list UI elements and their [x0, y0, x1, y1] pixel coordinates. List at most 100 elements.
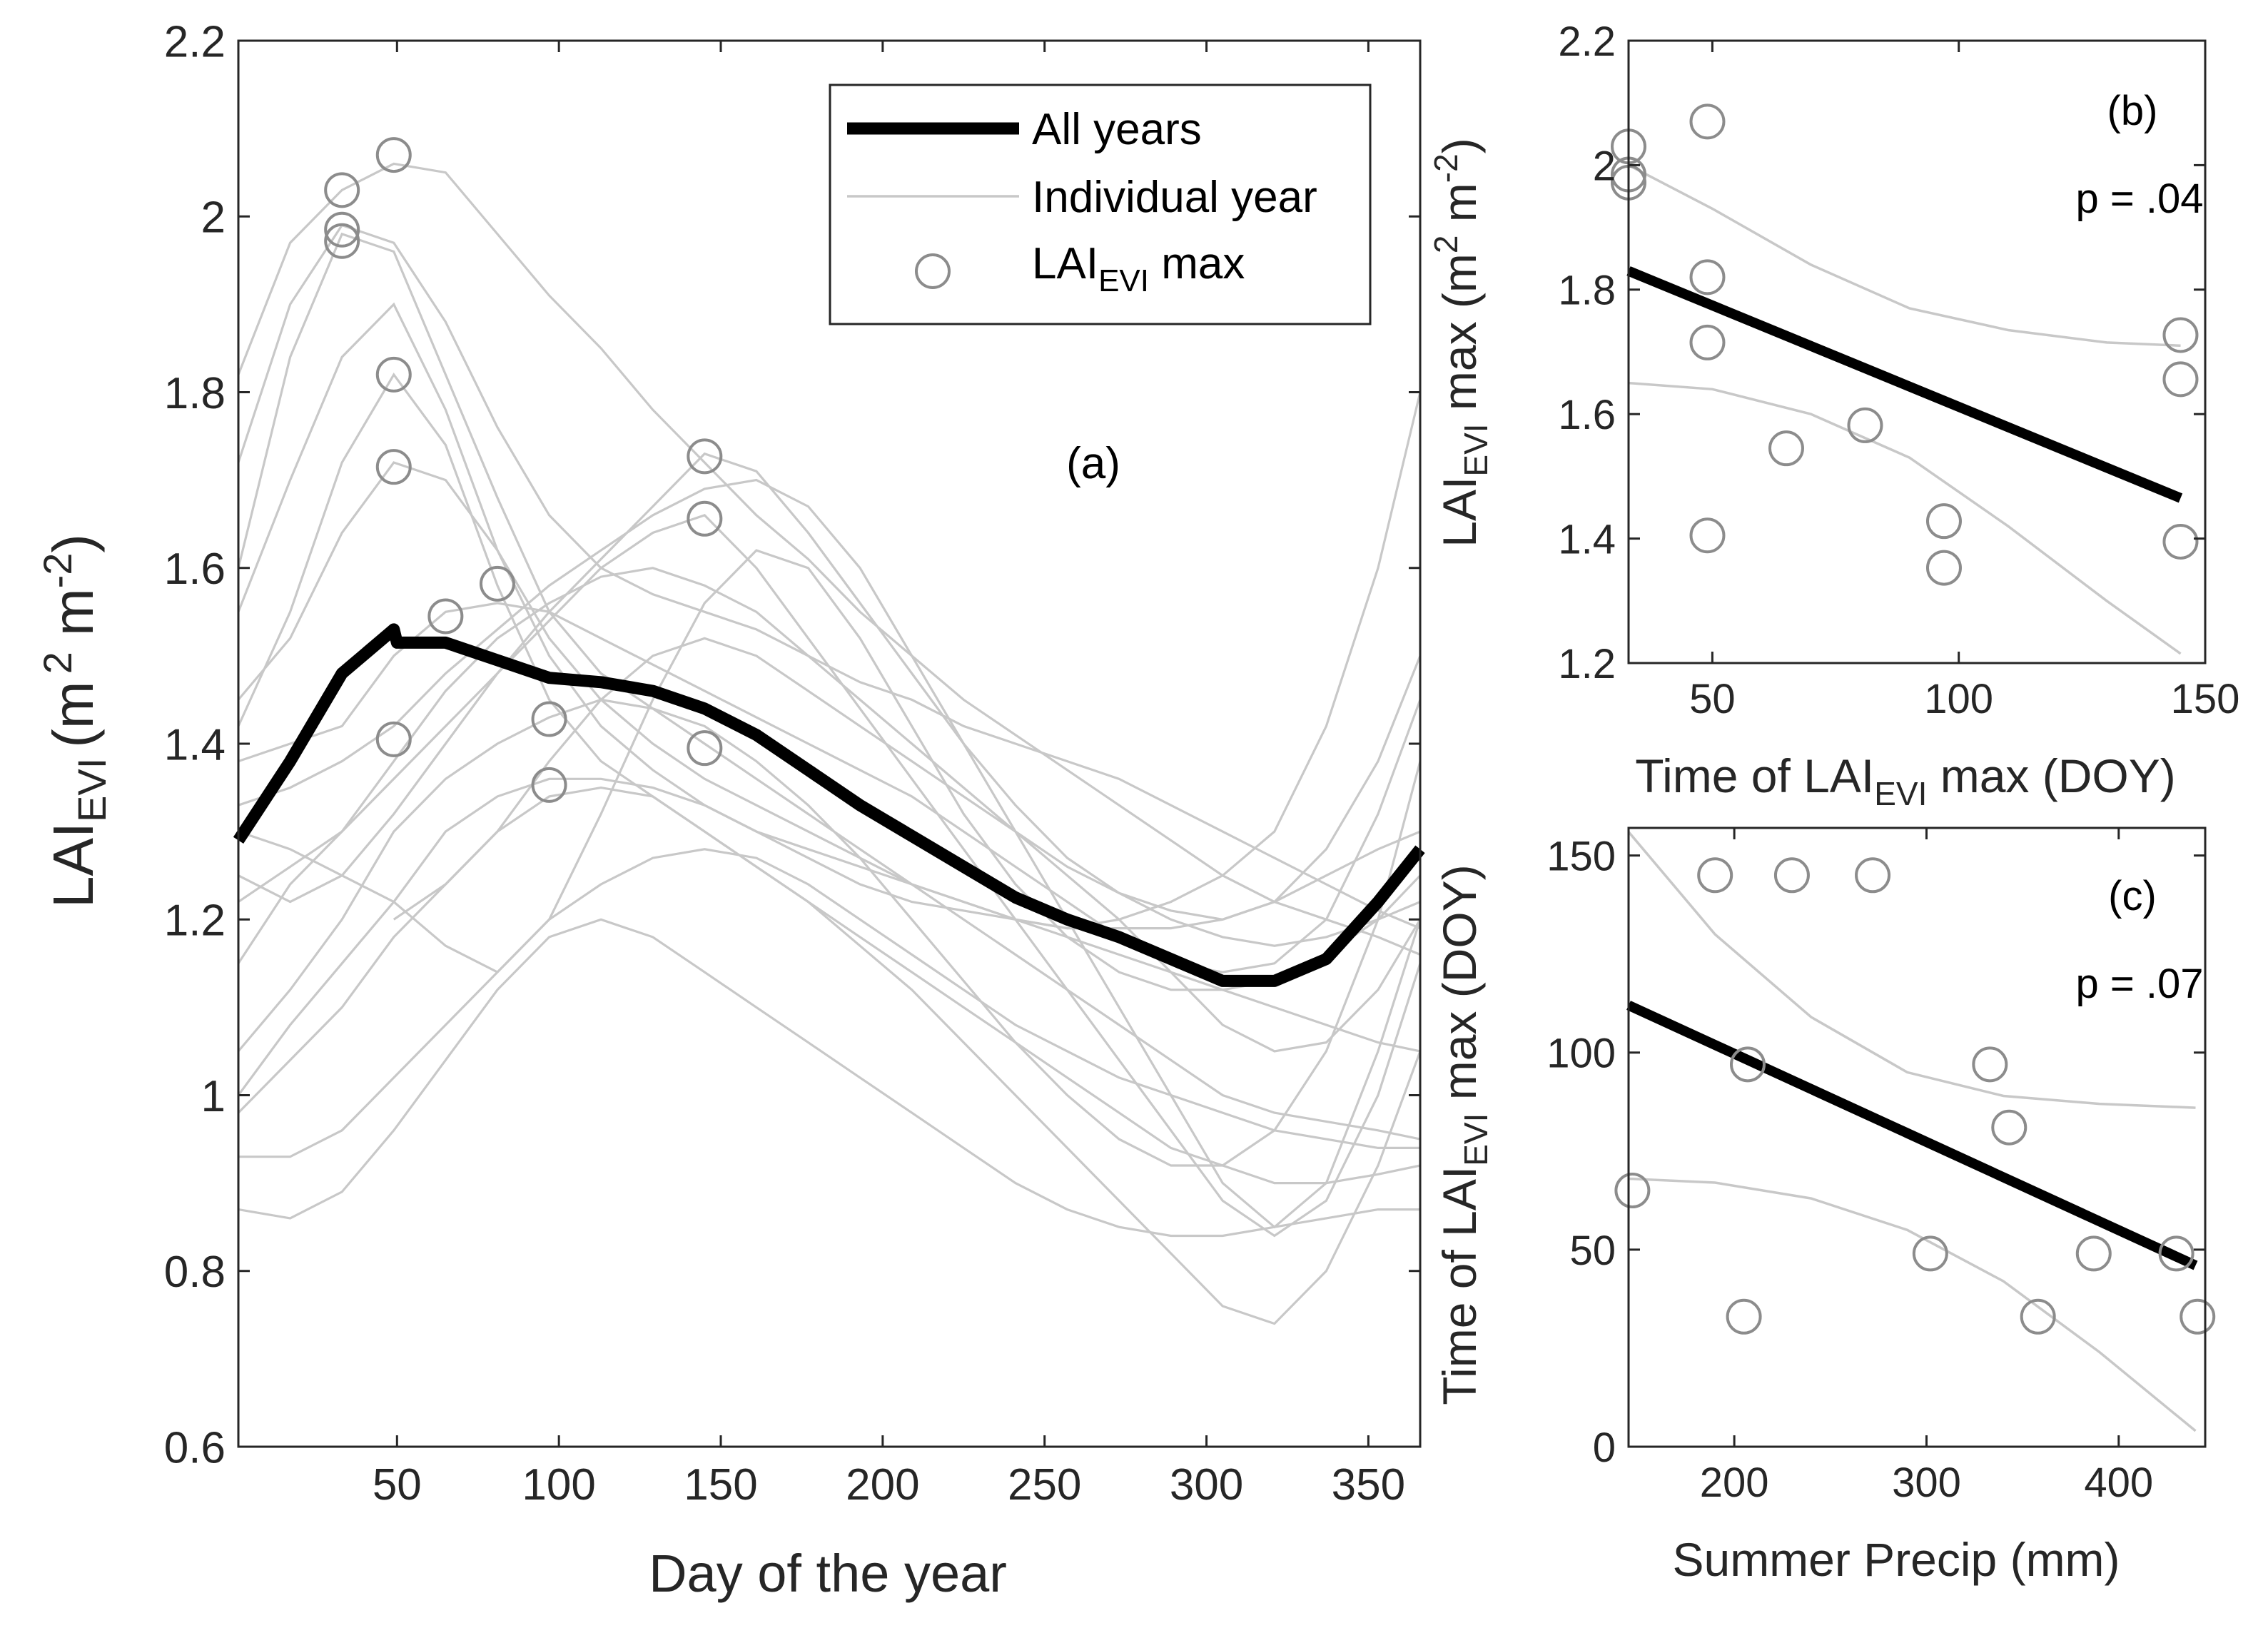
lai-max-marker [375, 721, 412, 757]
lai-max-marker [324, 223, 360, 259]
individual-year-line [237, 786, 1422, 1325]
panel-a-ylabel-unit: (m [41, 681, 105, 747]
panel-b-point [1925, 550, 1962, 586]
panel-b-point [2162, 523, 2199, 560]
panel-c-point [2158, 1235, 2194, 1272]
lai-max-marker [531, 701, 567, 737]
panel-b-ytick-label: 1.4 [1558, 516, 1616, 562]
individual-year-line [237, 162, 1421, 956]
individual-year-line [238, 478, 1422, 1229]
lai-max-marker [687, 730, 723, 767]
panel-b-ylabel-sub: EVI [1457, 423, 1494, 476]
panel-c-point [1912, 1235, 1948, 1272]
panel-c-axes-frame [1627, 826, 2207, 1448]
panel-b-point [1689, 517, 1726, 554]
panel-b-point [1689, 259, 1726, 295]
panel-b: 50 100 150 1.2 1.4 1.6 1.8 2 2.2 (b) p = .04 Tim… [1427, 19, 2239, 812]
panel-b-ci-lower [1628, 381, 2182, 655]
panel-b-ylabel-tail: max (m [1433, 253, 1486, 423]
panel-b-y-axis-label: LAIEVI max (m2 m-2) [1427, 138, 1494, 547]
lai-max-marker [375, 137, 412, 173]
panel-c-point [1773, 857, 1810, 894]
panel-c-ci-upper [1627, 831, 2196, 1109]
panel-c-ylabel-tail: max (DOY) [1433, 864, 1486, 1113]
lai-max-marker [427, 598, 464, 634]
panel-b-ytick-label: 1.6 [1558, 392, 1616, 438]
legend-individual-year-label: Individual year [1032, 173, 1317, 222]
panel-c: 200 300 400 0 50 100 150 (c) p = .07 Summer Pr… [1433, 826, 2216, 1586]
panel-c-point [1729, 1046, 1766, 1083]
panel-c-xtick-label: 300 [1892, 1460, 1961, 1506]
panel-b-ylabel-unit2: m [1433, 183, 1486, 235]
panel-c-fit-line [1626, 1001, 2198, 1270]
panel-a-y-axis-label: LAIEVI (m 2 m-2) [35, 534, 114, 908]
panel-b-point [1768, 430, 1804, 467]
panel-a-xtick-label: 100 [522, 1460, 595, 1510]
panel-a-xtick-label: 150 [684, 1460, 757, 1510]
panel-b-x-axis-label: Time of LAIEVI max (DOY) [1635, 749, 2176, 812]
legend-max-label: LAIEVI max [1032, 239, 1245, 298]
panel-a-xtick-label: 50 [373, 1460, 422, 1510]
panel-c-x-axis-label: Summer Precip (mm) [1672, 1533, 2120, 1586]
panel-c-ytick-label: 150 [1546, 834, 1616, 880]
individual-year-line [238, 549, 1422, 991]
panel-b-ticks: 50 100 150 1.2 1.4 1.6 1.8 2 2.2 [1558, 19, 2239, 722]
lai-max-marker [375, 449, 412, 485]
panel-a-ticks: 50 100 150 200 250 300 350 0.6 0.8 1 1.2 1.4 1.6 1.8 2… [164, 17, 1420, 1510]
panel-a-xtick-label: 300 [1170, 1460, 1243, 1510]
panel-a-ylabel-unit2: m [41, 588, 105, 652]
panel-b-xtick-label: 50 [1689, 676, 1736, 722]
panel-c-xtick-label: 200 [1700, 1460, 1769, 1506]
panel-b-xlabel-main: Time of LAI [1635, 749, 1874, 802]
panel-c-ylabel-main: Time of LAI [1433, 1166, 1486, 1405]
panel-a-ylabel-main: LAI [41, 822, 105, 908]
panel-b-xlabel-tail: max (DOY) [1927, 749, 2175, 802]
panel-b-point [1689, 324, 1726, 360]
panel-b-point [1847, 407, 1883, 443]
panel-c-ytick-label: 0 [1593, 1425, 1616, 1471]
legend-max-label-main: LAI [1032, 239, 1098, 288]
lai-max-marker [531, 767, 567, 803]
panel-a-series [233, 137, 1425, 1325]
panel-c-p-value: p = .07 [2076, 961, 2204, 1007]
panel-b-p-value: p = .04 [2076, 176, 2204, 222]
all-years-line [233, 623, 1425, 987]
panel-a-ytick-label: 1.6 [164, 545, 226, 594]
individual-year-line [237, 223, 1421, 930]
panel-b-axes-frame [1627, 39, 2207, 664]
individual-year-line [237, 373, 1421, 1185]
panel-a-ylabel-sup2: -2 [35, 553, 80, 589]
individual-year-line [237, 302, 1421, 1053]
panel-c-series [1614, 831, 2216, 1432]
panel-a: 50 100 150 200 250 300 350 0.6 0.8 1 1.2 1.4 1.6 1.8 2… [35, 17, 1425, 1603]
individual-year-line [238, 452, 1421, 947]
panel-b-ytick-label: 1.8 [1558, 268, 1616, 314]
panel-a-x-axis-label: Day of the year [649, 1544, 1007, 1603]
panel-b-ytick-label: 1.2 [1558, 641, 1616, 687]
individual-year-line [238, 918, 1420, 1238]
individual-year-line [238, 848, 1420, 1158]
panel-c-point [1697, 857, 1733, 894]
panel-b-ylabel-sup1: 2 [1427, 236, 1464, 254]
panel-c-xtick-label: 400 [2084, 1460, 2153, 1506]
panel-b-fit-line [1626, 266, 2183, 503]
panel-b-point [2162, 317, 2199, 353]
lai-max-marker [687, 500, 723, 537]
panel-c-point [2020, 1298, 2056, 1335]
panel-b-point [1925, 503, 1962, 540]
panel-a-ytick-label: 0.6 [164, 1423, 226, 1472]
individual-year-line [238, 602, 1422, 974]
panel-c-point [1726, 1298, 1762, 1335]
panel-b-xlabel-sub: EVI [1874, 775, 1927, 812]
individual-year-line [237, 698, 1422, 1167]
panel-c-y-axis-label: Time of LAIEVI max (DOY) [1433, 864, 1494, 1405]
panel-b-xtick-label: 100 [1924, 676, 1993, 722]
panel-c-point [2075, 1235, 2112, 1272]
panel-a-ytick-label: 2 [201, 193, 226, 243]
individual-year-line [237, 567, 1422, 964]
panel-b-point [2162, 361, 2199, 398]
panel-a-ytick-label: 1 [201, 1072, 226, 1121]
panel-b-ylabel-sup2: -2 [1427, 153, 1464, 183]
panel-c-label: (c) [2108, 873, 2157, 919]
panel-b-ci-upper [1628, 163, 2181, 348]
